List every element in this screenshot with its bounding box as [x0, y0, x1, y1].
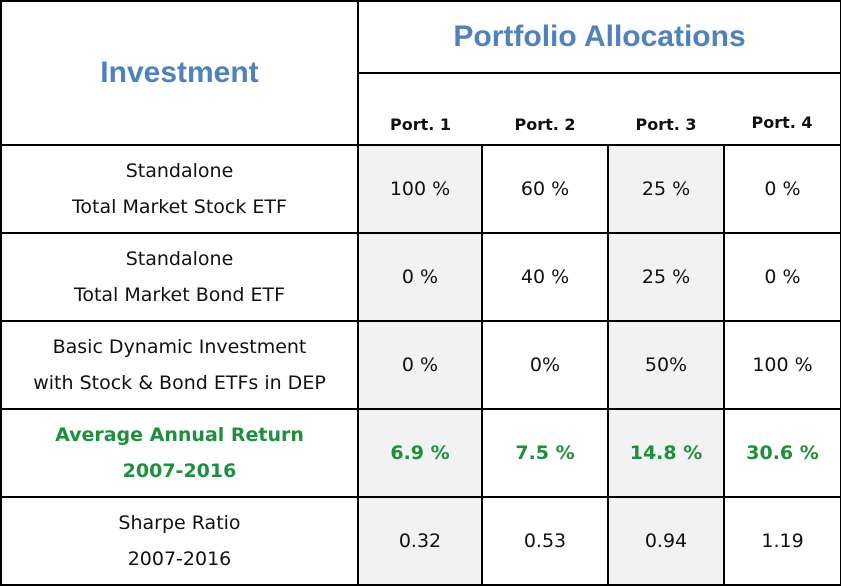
value-cell: 100 %	[357, 144, 483, 234]
value-cell: 14.8 %	[607, 408, 725, 498]
table-row: Standalone Total Market Stock ETF 100 % …	[0, 144, 841, 234]
row-label-line1: Standalone	[125, 248, 234, 270]
value-cell: 0 %	[357, 232, 483, 322]
value-cell: 6.9 %	[357, 408, 483, 498]
value-cell: 0 %	[722, 144, 841, 234]
value-cell: 25 %	[607, 144, 725, 234]
value-cell: 0.94	[607, 496, 725, 586]
value-cell: 50%	[607, 320, 725, 410]
value-cell: 30.6 %	[722, 408, 841, 498]
row-label-line2: 2007-2016	[122, 460, 237, 482]
value-cell: 0 %	[357, 320, 483, 410]
row-label-line1: Sharpe Ratio	[118, 512, 241, 534]
row-label: Average Annual Return 2007-2016	[0, 408, 359, 498]
table-row: Standalone Total Market Bond ETF 0 % 40 …	[0, 232, 841, 322]
row-label-line1: Average Annual Return	[55, 424, 304, 446]
portfolio-allocations-header: Portfolio Allocations	[356, 0, 841, 74]
row-label-line2: with Stock & Bond ETFs in DEP	[33, 372, 326, 394]
port-3-header: Port. 3	[608, 72, 724, 146]
value-cell: 1.19	[722, 496, 841, 586]
value-cell: 60 %	[481, 144, 609, 234]
row-label-line1: Basic Dynamic Investment	[52, 336, 307, 358]
value-cell: 7.5 %	[481, 408, 609, 498]
row-label-line2: Total Market Bond ETF	[73, 284, 286, 306]
value-cell: 0.53	[481, 496, 609, 586]
value-cell: 25 %	[607, 232, 725, 322]
value-cell: 100 %	[722, 320, 841, 410]
row-label-line2: 2007-2016	[127, 548, 232, 570]
port-2-header: Port. 2	[482, 72, 608, 146]
table-row: Average Annual Return 2007-2016 6.9 % 7.…	[0, 408, 841, 498]
table-row: Sharpe Ratio 2007-2016 0.32 0.53 0.94 1.…	[0, 496, 841, 586]
value-cell: 0.32	[357, 496, 483, 586]
value-cell: 0 %	[722, 232, 841, 322]
value-cell: 0%	[481, 320, 609, 410]
row-label: Standalone Total Market Bond ETF	[0, 232, 359, 322]
value-cell: 40 %	[481, 232, 609, 322]
investment-header: Investment	[0, 0, 359, 146]
row-label: Standalone Total Market Stock ETF	[0, 144, 359, 234]
table-row: Basic Dynamic Investment with Stock & Bo…	[0, 320, 841, 410]
row-label: Sharpe Ratio 2007-2016	[0, 496, 359, 586]
row-label-line2: Total Market Stock ETF	[72, 196, 287, 218]
port-4-header: Port. 4	[724, 72, 841, 146]
port-1-header: Port. 1	[358, 72, 482, 146]
row-label: Basic Dynamic Investment with Stock & Bo…	[0, 320, 359, 410]
row-label-line1: Standalone	[125, 160, 234, 182]
